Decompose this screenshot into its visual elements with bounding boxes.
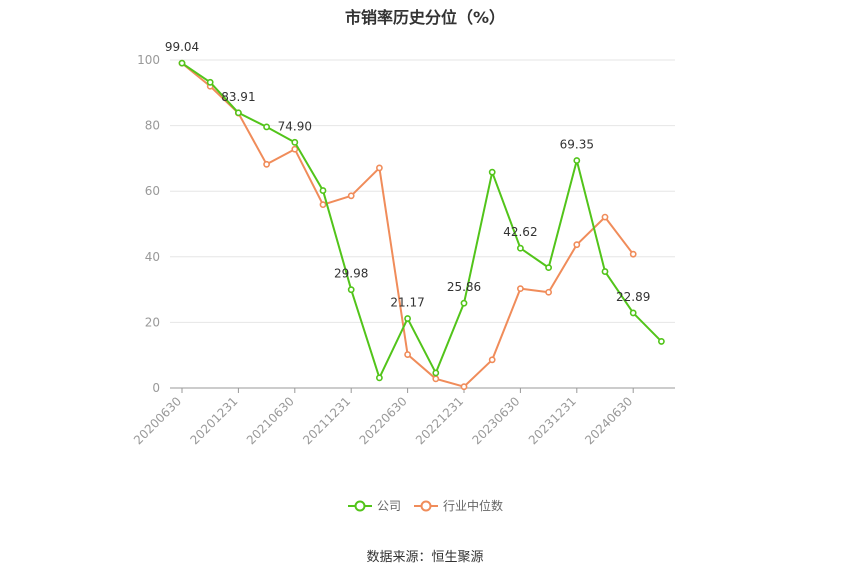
- data-point[interactable]: [601, 213, 609, 221]
- series-company: [178, 59, 665, 382]
- x-tick-label: 20210630: [244, 394, 297, 447]
- x-tick-label: 20211231: [300, 394, 353, 447]
- series-lines: [178, 59, 665, 391]
- legend-label-industry: 行业中位数: [443, 499, 504, 513]
- data-label: 21.17: [390, 296, 424, 310]
- legend-company-marker-icon: [347, 500, 372, 511]
- data-point[interactable]: [404, 315, 411, 322]
- data-point[interactable]: [375, 374, 383, 382]
- data-point[interactable]: [488, 168, 496, 176]
- data-point[interactable]: [573, 157, 581, 164]
- data-point[interactable]: [347, 286, 355, 294]
- data-point[interactable]: [319, 187, 327, 194]
- data-point[interactable]: [291, 138, 299, 146]
- y-tick-label: 40: [145, 250, 160, 264]
- data-point[interactable]: [206, 78, 214, 86]
- data-point[interactable]: [347, 192, 355, 200]
- data-point[interactable]: [178, 59, 186, 67]
- x-tick-label: 20240630: [582, 394, 635, 447]
- data-label: 69.35: [560, 138, 594, 152]
- data-labels: 99.04 83.91 74.90 29.98 21.17 25.86 42.62 69.35…: [165, 40, 651, 309]
- legend: 公司 行业中位数: [0, 497, 850, 514]
- axes: 0 20 40 60 80 100 20200630 20201231 20210630 2021…: [131, 53, 675, 447]
- data-point[interactable]: [517, 285, 524, 293]
- data-point[interactable]: [629, 309, 637, 317]
- y-tick-label: 60: [145, 184, 160, 198]
- series-line: [181, 62, 634, 388]
- chart-title: 市销率历史分位（%）: [344, 8, 506, 27]
- x-tick-label: 20221231: [413, 394, 466, 447]
- y-tick-label: 100: [137, 53, 160, 67]
- legend-industry-marker-icon: [414, 500, 438, 511]
- data-label: 25.86: [447, 280, 481, 294]
- x-tick-label: 20201231: [187, 394, 240, 447]
- legend-item-industry[interactable]: 行业中位数: [413, 497, 503, 514]
- data-point[interactable]: [460, 383, 468, 391]
- y-tick-label: 20: [145, 315, 160, 329]
- data-point[interactable]: [234, 109, 242, 117]
- data-point[interactable]: [573, 241, 581, 249]
- data-point[interactable]: [432, 375, 440, 383]
- data-label: 83.91: [221, 90, 255, 104]
- data-point[interactable]: [545, 264, 552, 272]
- source-note: 数据来源：恒生聚源: [366, 550, 484, 565]
- data-point[interactable]: [517, 244, 524, 252]
- legend-item-company[interactable]: 公司: [347, 497, 401, 514]
- legend-label-company: 公司: [376, 499, 401, 513]
- line-chart: 0 20 40 60 80 100 20200630 20201231 20210630 2021…: [131, 40, 675, 447]
- data-point[interactable]: [291, 145, 299, 153]
- data-label: 42.62: [503, 225, 537, 239]
- data-point[interactable]: [263, 123, 270, 131]
- x-tick-label: 20230630: [469, 394, 522, 447]
- series-line: [181, 62, 663, 379]
- data-point[interactable]: [375, 164, 383, 172]
- data-point[interactable]: [601, 268, 609, 275]
- data-label: 22.89: [616, 290, 650, 304]
- x-tick-label: 20231231: [526, 394, 579, 447]
- grid-lines: [170, 59, 675, 323]
- y-tick-label: 0: [152, 381, 160, 395]
- data-point[interactable]: [658, 338, 665, 345]
- data-point[interactable]: [404, 351, 411, 358]
- x-tick-label: 20220630: [357, 394, 410, 447]
- data-label: 29.98: [334, 267, 368, 281]
- data-point[interactable]: [319, 201, 327, 209]
- data-label: 99.04: [165, 40, 199, 54]
- series-industry: [178, 59, 637, 391]
- data-point[interactable]: [263, 160, 270, 168]
- y-tick-label: 80: [145, 119, 160, 133]
- data-point[interactable]: [629, 250, 637, 258]
- data-point[interactable]: [545, 288, 552, 296]
- data-point[interactable]: [432, 369, 440, 377]
- data-point[interactable]: [460, 299, 468, 307]
- data-label: 74.90: [278, 119, 312, 133]
- x-tick-label: 20200630: [131, 394, 184, 447]
- data-point[interactable]: [488, 356, 496, 364]
